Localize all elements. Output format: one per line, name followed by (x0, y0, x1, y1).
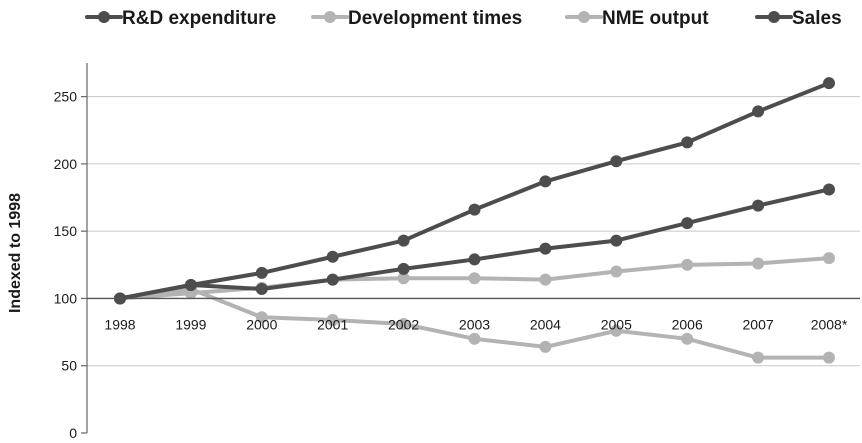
series-line (118, 81, 831, 301)
y-axis: 0 50 100 150 200 250 (54, 63, 88, 441)
data-point (468, 203, 481, 216)
data-point (823, 183, 835, 196)
data-point (184, 279, 197, 291)
data-point (397, 318, 410, 331)
x-tick-label: 2004 (530, 316, 561, 332)
legend: R&D expenditure Development times NME outp… (85, 8, 842, 29)
data-point (397, 262, 410, 275)
legend-swatch-marker (98, 11, 110, 23)
data-point (468, 253, 481, 266)
x-tick-label: 2002 (388, 316, 419, 332)
legend-item: R&D expenditure (85, 8, 276, 29)
data-point (752, 105, 765, 118)
legend-swatch-marker (324, 11, 336, 23)
x-tick-label: 1998 (104, 316, 135, 332)
y-tick-label: 200 (54, 156, 78, 172)
data-point (681, 136, 694, 149)
data-point (468, 272, 481, 285)
data-point (255, 266, 268, 279)
data-point (681, 217, 694, 230)
y-tick-label: 250 (54, 89, 78, 105)
legend-item: Development times (311, 8, 522, 29)
data-point (539, 340, 552, 353)
data-point (610, 324, 623, 337)
data-point (681, 332, 694, 345)
data-point (823, 252, 835, 265)
data-point (255, 311, 268, 324)
data-point (539, 175, 552, 188)
data-point (610, 155, 623, 168)
y-tick-label: 50 (61, 358, 77, 374)
x-tick-label: 2000 (246, 316, 277, 332)
legend-label: Development times (348, 8, 522, 29)
legend-swatch-marker (768, 11, 780, 23)
y-tick-label: 100 (54, 290, 78, 306)
data-point (823, 351, 835, 364)
x-tick-label: 2005 (601, 316, 632, 332)
data-point (326, 313, 339, 326)
x-tick-label: 2008* (811, 316, 848, 332)
legend-label: NME output (602, 8, 709, 29)
legend-item: Sales (755, 8, 842, 29)
data-point (468, 332, 481, 345)
x-tick-label: 2001 (317, 316, 348, 332)
data-point (752, 199, 765, 212)
data-point (610, 265, 623, 278)
x-tick-label: 2003 (459, 316, 490, 332)
data-point (397, 272, 410, 285)
data-point (539, 242, 552, 255)
legend-swatch-marker (578, 11, 590, 23)
x-axis: 1998 1999 2000 2001 2002 2003 2004 2005 2006 2007… (87, 297, 860, 332)
y-tick-label: 0 (69, 425, 77, 441)
legend-label: R&D expenditure (122, 8, 276, 29)
series-r-d-expenditure (114, 77, 835, 305)
data-point (397, 234, 410, 247)
x-tick-label: 1999 (175, 316, 206, 332)
data-point (681, 258, 694, 271)
data-point (610, 234, 623, 247)
legend-item: NME output (565, 8, 709, 29)
data-point (255, 283, 268, 296)
series-layer (114, 77, 835, 364)
y-tick-label: 150 (54, 223, 78, 239)
data-point (752, 257, 765, 270)
y-axis-label: Indexed to 1998 (7, 193, 24, 313)
legend-label: Sales (792, 8, 842, 29)
data-point (823, 77, 835, 90)
data-point (326, 250, 339, 263)
series-sales (114, 183, 835, 305)
x-tick-label: 2006 (672, 316, 703, 332)
data-point (539, 273, 552, 286)
x-tick-label: 2007 (743, 316, 774, 332)
data-point (752, 351, 765, 364)
data-point (326, 273, 339, 286)
